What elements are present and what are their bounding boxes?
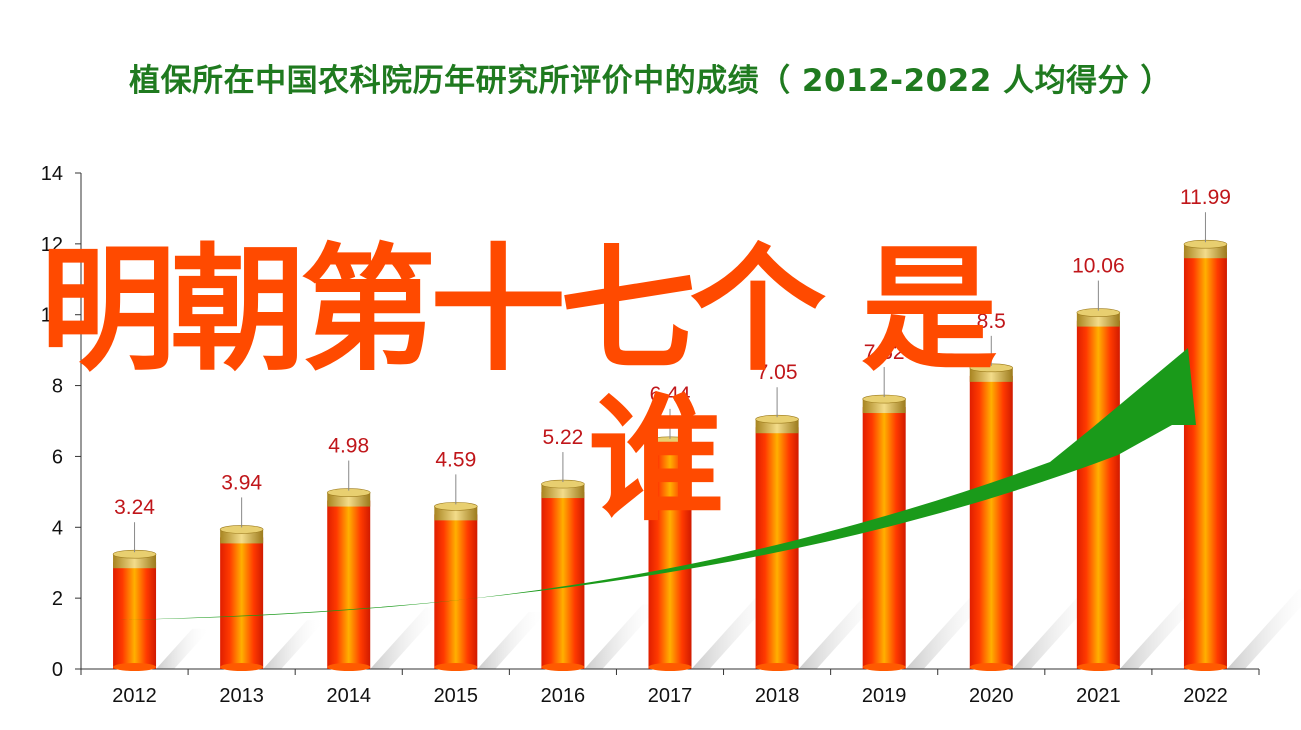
x-tick-label: 2015 [434,685,479,707]
bar [220,537,264,669]
data-label: 6.44 [650,383,691,406]
y-tick-label: 2 [52,588,63,610]
bar-base [434,663,478,671]
y-tick-label: 10 [41,305,63,327]
data-label: 7.05 [757,361,798,384]
bar-base [755,663,799,671]
bar-base [220,663,264,671]
x-tick-label: 2018 [755,685,800,707]
bar-shadow [263,620,326,669]
x-tick-label: 2012 [112,685,157,707]
overlay-text-line1: 明朝第十七个 是 [40,232,997,390]
bar-shadow [584,604,661,669]
bar-base [969,663,1013,671]
data-label: 4.59 [435,448,476,471]
y-tick-label: 0 [52,659,63,681]
x-tick-label: 2022 [1183,685,1228,707]
x-tick-label: 2020 [969,685,1014,707]
bar-base [327,663,371,671]
x-tick-label: 2016 [541,685,586,707]
y-tick-label: 14 [41,163,63,185]
bar [434,514,478,669]
data-label: 3.94 [221,471,262,494]
bar-base [862,663,906,671]
bar [327,500,371,669]
data-label: 5.22 [542,426,583,449]
chart-title: 植保所在中国农科院历年研究所评价中的成绩（ 2012-2022 人均得分 ） [129,63,1172,99]
y-tick-label: 12 [41,234,63,256]
data-label: 8.5 [977,310,1006,333]
x-tick-label: 2013 [219,685,264,707]
bar [541,492,585,669]
bar-shadow [477,612,547,669]
bar-base [648,663,692,671]
bar [113,562,157,669]
bar [1183,252,1227,669]
bar [862,407,906,669]
bar [648,448,692,669]
bar-shadow [156,628,211,669]
data-label: 4.98 [328,435,369,458]
overlay-text-line2: 谁 [588,382,724,540]
bar-base [541,663,585,671]
y-tick-label: 8 [52,376,63,398]
data-label: 11.99 [1180,186,1231,209]
data-label: 3.24 [114,496,155,519]
bar-shadow [1226,589,1301,669]
bar-base [1183,663,1227,671]
bar [1076,320,1120,669]
x-tick-label: 2019 [862,685,907,707]
y-tick-label: 6 [52,446,63,468]
x-tick-label: 2021 [1076,685,1121,707]
bar-shadow [370,607,444,669]
data-label: 10.06 [1072,255,1125,278]
bar-base [113,663,157,671]
x-tick-label: 2014 [326,685,371,707]
x-tick-label: 2017 [648,685,693,707]
y-tick-label: 4 [52,517,63,539]
data-label: 7.62 [864,341,905,364]
bar [969,375,1013,669]
bar-base [1076,663,1120,671]
